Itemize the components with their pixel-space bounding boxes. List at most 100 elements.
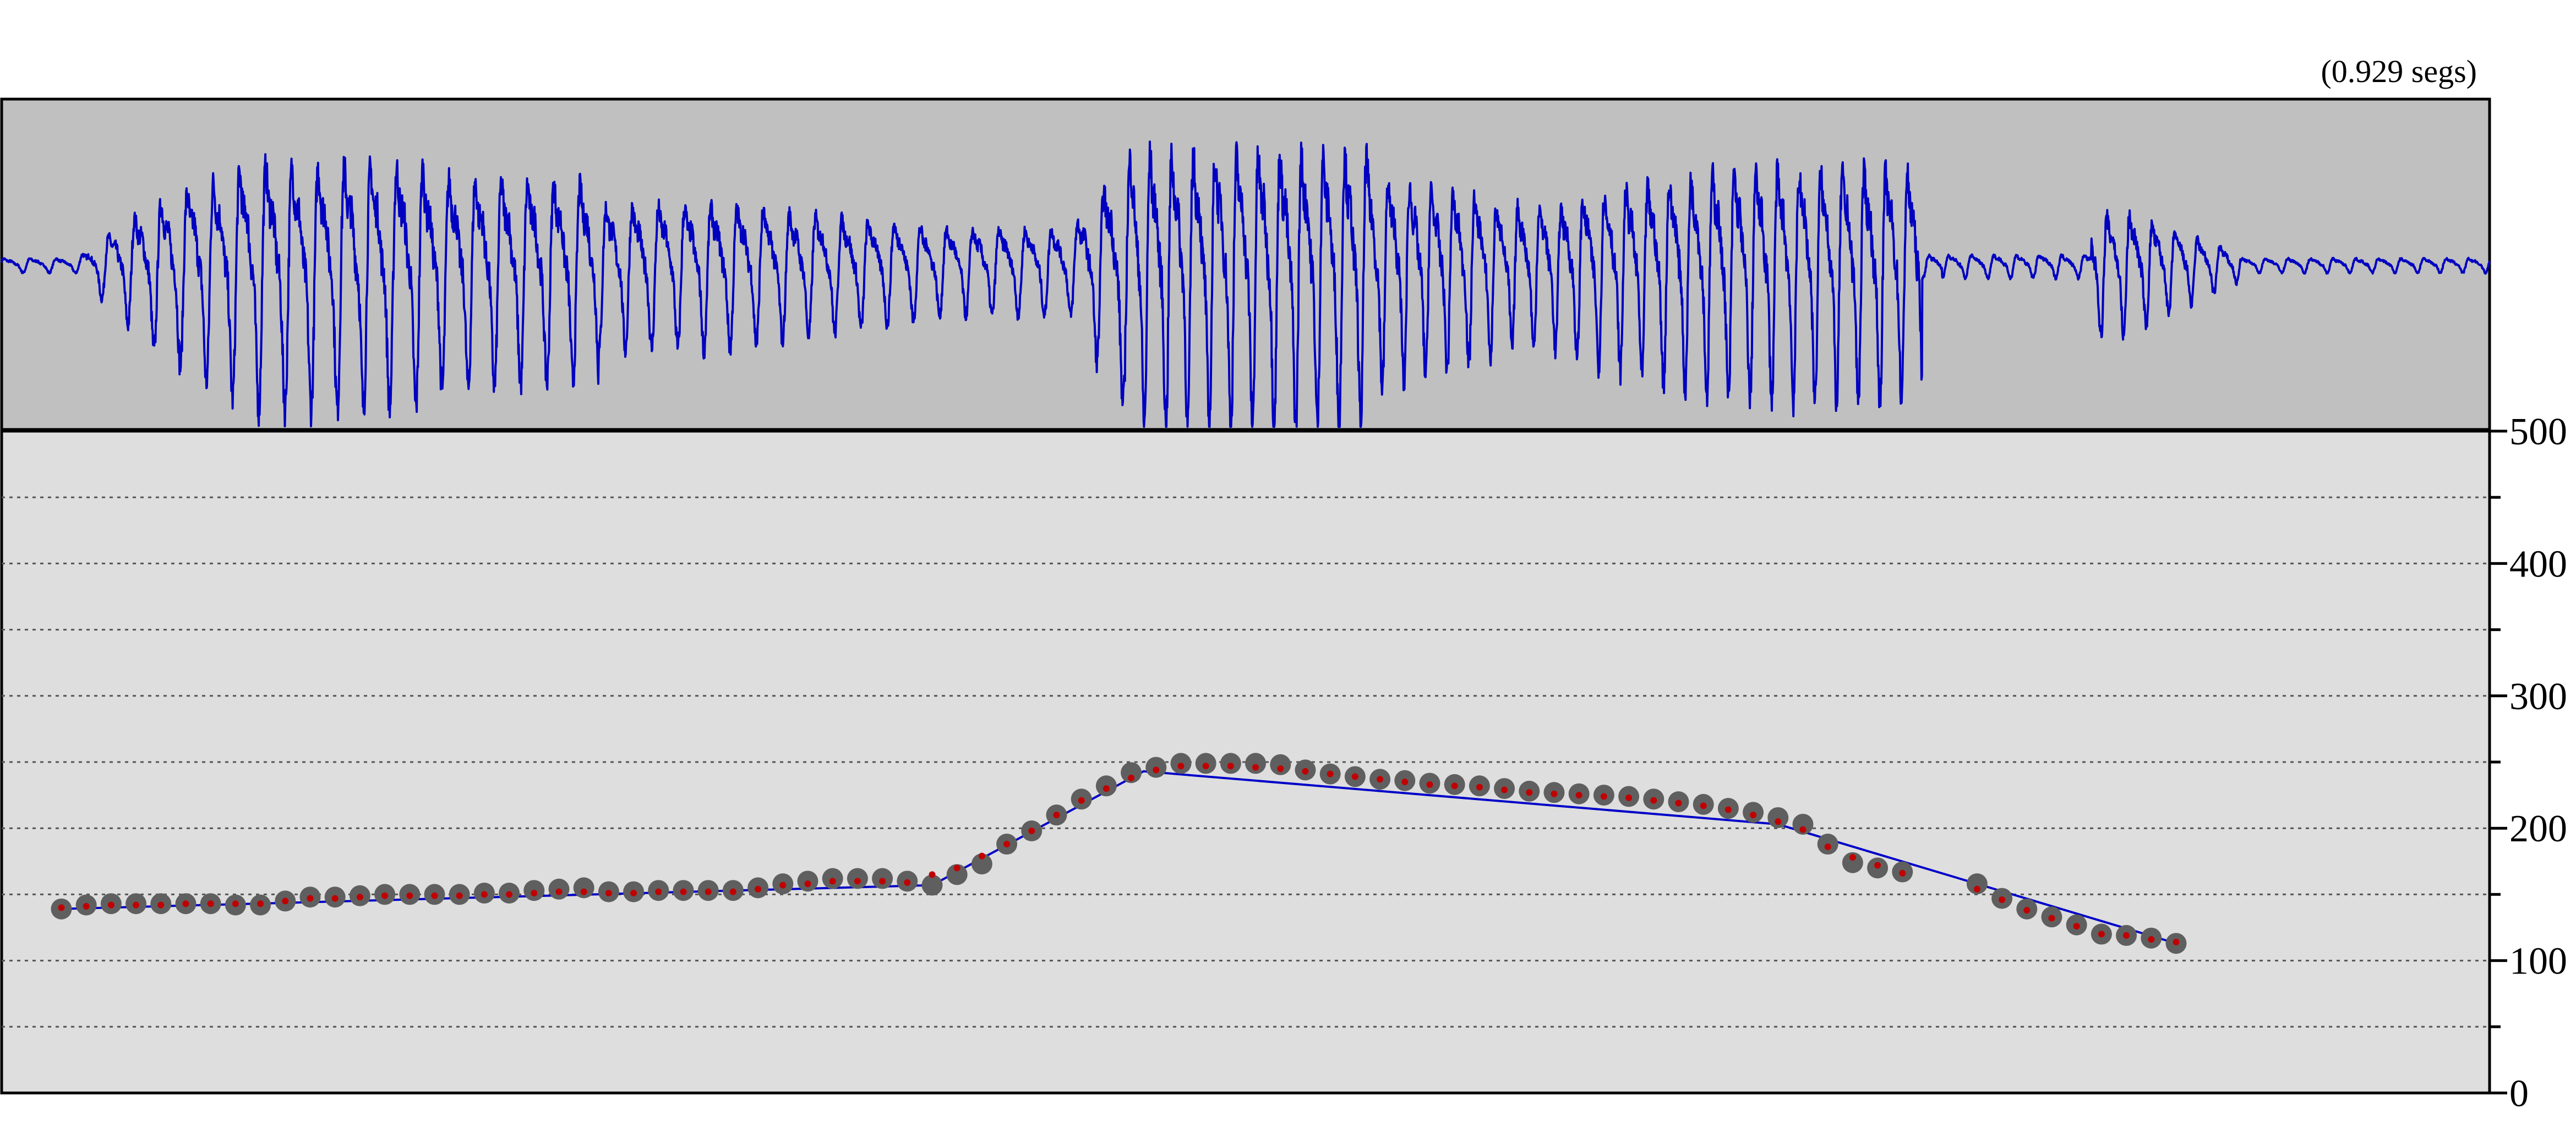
stylized-point	[456, 892, 463, 899]
stylized-point	[232, 900, 239, 907]
y-tick-label: 500	[2509, 411, 2567, 453]
stylized-point	[1999, 896, 2006, 904]
stylized-point	[580, 888, 587, 895]
stylized-point	[1675, 799, 1682, 807]
stylized-point	[1476, 784, 1483, 791]
stylized-point	[1799, 826, 1807, 833]
measured-point	[1767, 807, 1789, 828]
y-tick-label: 400	[2509, 543, 2567, 585]
stylized-point	[157, 901, 165, 909]
stylized-point	[1824, 843, 1831, 850]
stylized-point	[1650, 797, 1657, 804]
stylized-point	[481, 891, 488, 898]
stylized-point	[331, 895, 339, 902]
y-tick-label: 0	[2509, 1073, 2529, 1115]
y-tick-label: 300	[2509, 676, 2567, 718]
stylized-point	[729, 888, 736, 895]
stylized-point	[605, 889, 612, 896]
stylized-point	[1252, 764, 1259, 771]
stylized-point	[1327, 770, 1334, 777]
stylized-point	[705, 888, 712, 895]
stylized-point	[1775, 818, 1782, 825]
stylized-point	[257, 900, 264, 907]
stylized-point	[1575, 792, 1582, 799]
stylized-point	[1003, 841, 1011, 848]
stylized-point	[555, 888, 563, 895]
stylized-point	[107, 901, 114, 909]
stylized-point	[829, 878, 836, 885]
y-tick-label: 100	[2509, 940, 2567, 983]
stylized-point	[381, 892, 389, 899]
stylized-point	[58, 904, 65, 911]
stylized-point	[1700, 802, 1707, 809]
stylized-point	[1526, 789, 1533, 796]
stylized-point	[1103, 785, 1110, 792]
stylized-points	[58, 763, 2180, 945]
stylized-point	[1600, 793, 1607, 800]
stylized-point	[2048, 915, 2055, 922]
stylized-point	[1874, 862, 1881, 869]
stylized-point	[2098, 931, 2105, 938]
stylized-point	[1501, 786, 1508, 793]
stylized-point	[506, 891, 513, 898]
measured-point	[1792, 813, 1814, 835]
stylized-point	[531, 889, 538, 896]
stylized-point	[1351, 773, 1358, 780]
stylized-point	[655, 888, 662, 895]
stylized-point	[953, 864, 960, 872]
stylized-point	[133, 901, 140, 909]
stylized-point	[2173, 938, 2180, 945]
stylized-point	[929, 871, 936, 878]
stylized-point	[1849, 854, 1856, 861]
stylized-point	[406, 892, 413, 899]
stylized-point	[182, 900, 189, 907]
stylized-point	[431, 892, 438, 899]
measured-point	[1966, 873, 1988, 895]
stylized-point	[2073, 923, 2080, 930]
stylized-point	[2148, 936, 2155, 943]
stylized-point	[1724, 806, 1732, 813]
stylized-point	[879, 878, 886, 885]
y-tick-label: 200	[2509, 808, 2567, 850]
measured-point	[921, 874, 943, 896]
stylized-point	[307, 895, 314, 902]
stylized-point	[1973, 885, 1980, 893]
stylized-point	[1128, 774, 1135, 781]
stylized-point	[1377, 776, 1384, 783]
stylized-point	[2023, 907, 2031, 914]
stylized-point	[1227, 763, 1234, 770]
stylized-point	[1625, 794, 1633, 801]
stylized-point	[1451, 782, 1458, 790]
y-axis: 0 100 200 300 400 500	[2490, 411, 2567, 1115]
stylized-point	[282, 897, 289, 905]
stylized-point	[1899, 869, 1906, 877]
stylized-point	[779, 882, 787, 889]
stylized-point	[978, 852, 985, 860]
measured-point	[1121, 762, 1142, 784]
stylized-point	[1177, 763, 1185, 770]
stylized-point	[1153, 766, 1160, 774]
stylized-point	[1053, 812, 1060, 819]
stylized-point	[804, 880, 811, 888]
measured-point	[946, 864, 968, 885]
stylized-point	[630, 889, 637, 896]
measured-point	[1245, 753, 1267, 774]
stylized-point	[1302, 768, 1309, 775]
measured-point	[1842, 852, 1863, 873]
measured-point	[573, 877, 594, 899]
stylized-point	[1202, 763, 1209, 770]
stylized-point	[1551, 790, 1558, 797]
stylized-point	[1750, 812, 1757, 819]
stylized-point	[207, 900, 214, 907]
stylized-point	[680, 888, 687, 895]
stylized-point	[904, 879, 911, 886]
measured-point	[971, 853, 992, 875]
stylized-point	[1028, 828, 1035, 835]
stylized-point	[1277, 765, 1284, 773]
stylized-point	[356, 894, 363, 901]
stylized-point	[1078, 797, 1085, 804]
stylized-point	[755, 885, 762, 893]
measured-point	[1270, 754, 1291, 775]
